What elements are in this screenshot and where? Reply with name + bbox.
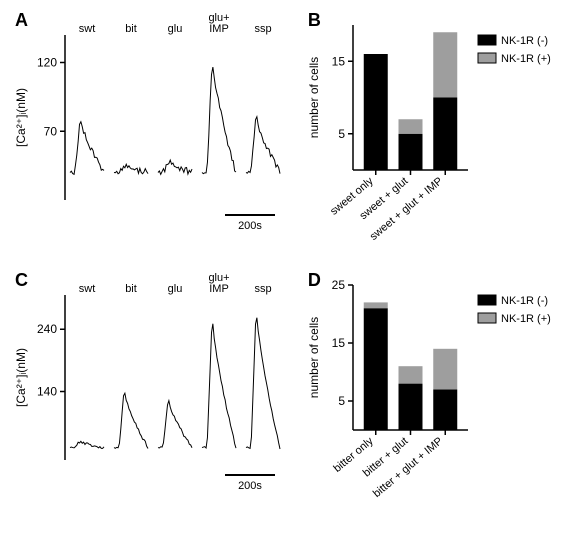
panel-b: B 515number of cellssweet onlysweet + gl… — [303, 10, 561, 250]
svg-text:200s: 200s — [238, 220, 262, 232]
svg-text:swt: swt — [79, 283, 96, 295]
svg-text:140: 140 — [37, 385, 57, 399]
svg-text:glu: glu — [168, 283, 183, 295]
svg-text:240: 240 — [37, 322, 57, 336]
svg-text:[Ca²⁺]ᵢ(nM): [Ca²⁺]ᵢ(nM) — [14, 88, 28, 147]
svg-text:bit: bit — [125, 283, 137, 295]
svg-text:15: 15 — [332, 54, 346, 68]
top-row: A 70120[Ca²⁺]ᵢ(nM)swtbitgluglu+IMPssp200… — [10, 10, 561, 250]
panel-d: D 51525number of cellsbitter onlybitter … — [303, 270, 561, 510]
panel-a: A 70120[Ca²⁺]ᵢ(nM)swtbitgluglu+IMPssp200… — [10, 10, 288, 250]
svg-text:ssp: ssp — [254, 23, 271, 35]
svg-text:70: 70 — [44, 124, 58, 138]
trace-c-svg: 140240[Ca²⁺]ᵢ(nM)swtbitgluglu+IMPssp200s — [10, 270, 290, 510]
trace-a-svg: 70120[Ca²⁺]ᵢ(nM)swtbitgluglu+IMPssp200s — [10, 10, 290, 250]
svg-text:25: 25 — [332, 278, 346, 292]
bar-b-svg: 515number of cellssweet onlysweet + glut… — [303, 10, 563, 250]
svg-text:NK-1R (-): NK-1R (-) — [501, 295, 548, 307]
svg-text:glu: glu — [168, 23, 183, 35]
bar-d-svg: 51525number of cellsbitter onlybitter + … — [303, 270, 563, 510]
svg-text:bit: bit — [125, 23, 137, 35]
svg-text:120: 120 — [37, 56, 57, 70]
svg-text:IMP: IMP — [209, 283, 229, 295]
svg-text:IMP: IMP — [209, 23, 229, 35]
svg-text:5: 5 — [338, 394, 345, 408]
figure-container: A 70120[Ca²⁺]ᵢ(nM)swtbitgluglu+IMPssp200… — [10, 10, 561, 510]
svg-text:ssp: ssp — [254, 283, 271, 295]
svg-text:number of cells: number of cells — [307, 57, 321, 138]
svg-text:NK-1R (+): NK-1R (+) — [501, 53, 551, 65]
bottom-row: C 140240[Ca²⁺]ᵢ(nM)swtbitgluglu+IMPssp20… — [10, 270, 561, 510]
svg-text:swt: swt — [79, 23, 96, 35]
svg-text:15: 15 — [332, 336, 346, 350]
panel-c: C 140240[Ca²⁺]ᵢ(nM)swtbitgluglu+IMPssp20… — [10, 270, 288, 510]
svg-text:NK-1R (+): NK-1R (+) — [501, 313, 551, 325]
svg-text:200s: 200s — [238, 480, 262, 492]
svg-text:number of cells: number of cells — [307, 317, 321, 398]
svg-text:5: 5 — [338, 127, 345, 141]
svg-text:[Ca²⁺]ᵢ(nM): [Ca²⁺]ᵢ(nM) — [14, 348, 28, 407]
svg-text:NK-1R (-): NK-1R (-) — [501, 35, 548, 47]
